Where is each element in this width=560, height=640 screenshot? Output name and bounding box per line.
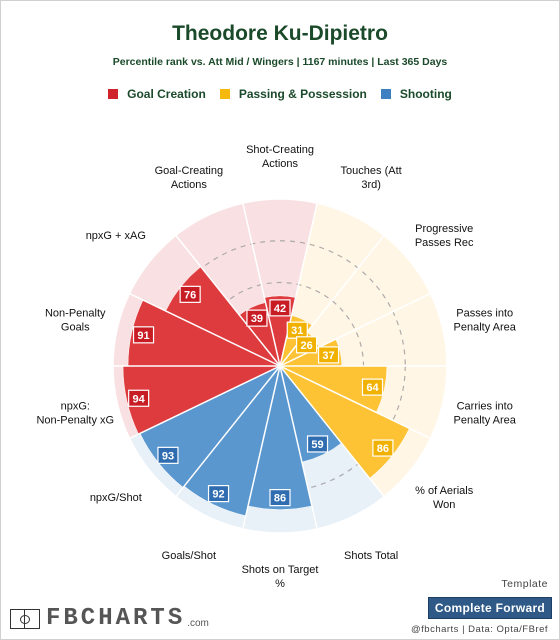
category-label-line: npxG:: [61, 401, 90, 413]
template-label: Template: [501, 578, 548, 590]
category-label-line: npxG + xAG: [86, 230, 146, 242]
value-badge: [269, 299, 291, 317]
spoke: [175, 365, 281, 498]
pitch-icon: [10, 608, 40, 629]
category-label-line: npxG/Shot: [90, 492, 142, 504]
background-sector: [280, 235, 431, 366]
category-label: Shot-Creating Actions: [246, 144, 314, 170]
category-label-line: Shots on Target: [242, 564, 319, 576]
outer-ring: [112, 198, 448, 534]
chart-subtitle: Percentile rank vs. Att Mid / Wingers | …: [112, 56, 448, 68]
value-label: 39: [251, 313, 263, 325]
value-badge: [295, 336, 318, 354]
value-badge: [361, 378, 384, 396]
value-label: 42: [274, 303, 286, 315]
category-label: Progressive Passes Rec: [415, 223, 474, 249]
value-badge: [132, 326, 155, 344]
category-label-line: Non-Penalty: [45, 307, 106, 319]
value-label: 93: [162, 450, 174, 462]
category-label: Shots Total: [344, 550, 398, 562]
logo-domain: .com: [187, 618, 209, 629]
category-label-line: Actions: [262, 158, 299, 170]
legend-item-shooting: Shooting: [380, 87, 452, 101]
value-label: 92: [212, 489, 224, 501]
value-badge: [179, 285, 201, 303]
category-label-line: Shots Total: [344, 550, 398, 562]
category-label-line: Penalty Area: [454, 321, 517, 333]
category-label-line: Won: [433, 499, 455, 511]
category-label-line: 3rd): [361, 179, 381, 191]
category-label: Goals/Shot: [162, 550, 216, 562]
value-label: 26: [300, 340, 312, 352]
spoke: [279, 365, 385, 498]
value-badge: [269, 489, 291, 507]
category-label-line: Penalty Area: [454, 415, 517, 427]
legend: Goal Creation Passing & Possession Shoot…: [0, 87, 560, 101]
legend-swatch: [380, 89, 391, 99]
legend-label: Shooting: [399, 87, 452, 101]
spoke: [129, 365, 281, 440]
spoke: [242, 365, 281, 529]
value-label: 64: [366, 382, 379, 394]
category-label-line: Progressive: [415, 223, 473, 235]
value-label: 91: [137, 330, 149, 342]
legend-swatch: [108, 89, 119, 99]
value-label: 37: [322, 350, 334, 362]
fbcharts-logo: FBCHARTS .com: [10, 605, 209, 632]
logo-text: FBCHARTS: [46, 605, 186, 632]
value-label: 94: [133, 393, 146, 405]
value-label: 76: [184, 289, 196, 301]
category-label-line: Actions: [171, 179, 208, 191]
category-label-line: % of Aerials: [415, 485, 474, 497]
category-label: % of Aerials Won: [415, 485, 474, 511]
spoke: [129, 292, 281, 367]
category-label: npxG: Non-Penalty xG: [36, 401, 114, 427]
value-badge: [128, 389, 150, 407]
spoke: [175, 234, 281, 367]
category-label-line: Goal-Creating: [155, 165, 223, 177]
category-label: npxG/Shot: [90, 492, 142, 504]
value-badge: [207, 485, 230, 503]
value-badge: [317, 346, 340, 364]
category-label-line: Touches (Att: [341, 165, 402, 177]
legend-item-passing-possession: Passing & Possession: [219, 87, 367, 101]
value-badge: [157, 446, 179, 464]
spoke: [242, 203, 281, 367]
chart-title: Theodore Ku-Dipietro: [172, 22, 388, 45]
category-label-line: Passes Rec: [415, 237, 474, 249]
category-label: Passes into Penalty Area: [454, 307, 517, 333]
category-label-line: Goals: [61, 321, 90, 333]
value-label: 59: [311, 439, 323, 451]
spoke: [279, 292, 431, 367]
value-badge: [372, 439, 394, 457]
category-label: Non-Penalty Goals: [45, 307, 106, 333]
category-label: Goal-Creating Actions: [155, 165, 223, 191]
value-label: 86: [377, 443, 389, 455]
category-label-line: Goals/Shot: [162, 550, 216, 562]
legend-label: Passing & Possession: [238, 87, 367, 101]
category-label-line: %: [275, 578, 285, 590]
spoke: [279, 365, 431, 440]
category-label-line: Carries into: [457, 401, 513, 413]
spoke: [279, 203, 318, 367]
category-label-line: Non-Penalty xG: [36, 415, 114, 427]
legend-item-goal-creation: Goal Creation: [108, 87, 206, 101]
legend-label: Goal Creation: [127, 87, 206, 101]
value-label: 86: [274, 493, 286, 505]
category-label-line: Passes into: [456, 307, 513, 319]
value-badge: [306, 435, 329, 453]
category-label: Shots on Target%: [242, 564, 319, 590]
legend-swatch: [219, 89, 230, 99]
spoke: [279, 365, 318, 529]
template-button[interactable]: Complete Forward: [428, 597, 552, 619]
value-badge: [246, 309, 268, 327]
credit-text: @fbcharts | Data: Opta/FBref: [411, 624, 548, 635]
value-label: 31: [291, 325, 303, 337]
category-label-line: Shot-Creating: [246, 144, 314, 156]
category-label: Touches (Att 3rd): [341, 165, 402, 191]
category-label: npxG + xAG: [86, 230, 146, 242]
category-label: Carries into Penalty Area: [454, 401, 517, 427]
